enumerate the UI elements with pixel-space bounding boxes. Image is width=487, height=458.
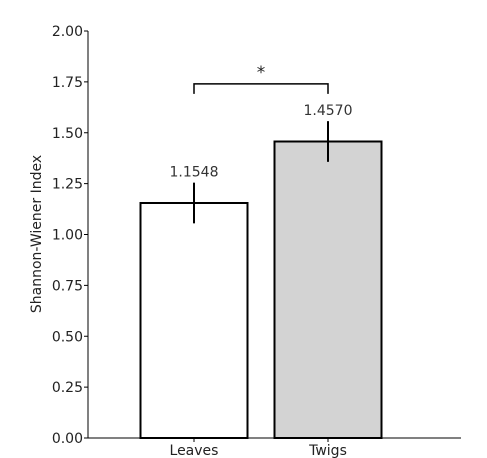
bar-twigs [273,140,383,440]
y-tick-label: 1.00 [52,228,83,244]
y-tick-label: 0.00 [52,431,83,447]
y-tick-label: 0.50 [52,329,83,345]
y-tick-label: 1.50 [52,126,83,142]
x-tick-label-twigs: Twigs [308,443,347,458]
x-tick-label-leaves: Leaves [170,443,219,458]
bars-group [139,140,383,440]
significance-group: * [193,63,329,94]
y-tick-label: 0.75 [52,278,83,294]
data-label-leaves: 1.1548 [170,165,219,181]
bar-leaves [139,201,249,439]
y-tick-label: 2.00 [52,24,83,40]
y-tick-label: 1.75 [52,75,83,91]
y-axis-title: Shannon-Wiener Index [29,155,45,313]
error-bars-group [193,121,329,224]
significance-label: * [257,63,266,83]
data-label-twigs: 1.4570 [304,103,353,119]
axes-group: Leaves Twigs 0.00 0.25 0.50 0.75 1.00 1.25 1.50 1… [52,24,461,458]
y-tick-label: 1.25 [52,177,83,193]
y-tick-label: 0.25 [52,380,83,396]
significance-bracket [193,83,329,94]
data-labels-group: 1.1548 1.4570 [170,103,353,180]
